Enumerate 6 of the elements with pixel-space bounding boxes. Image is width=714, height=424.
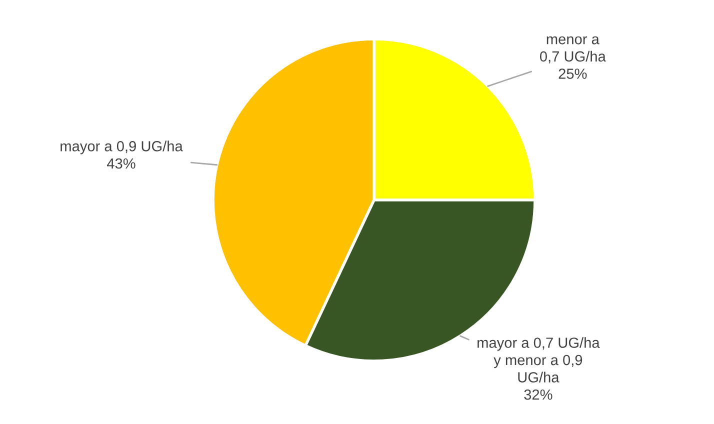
data-label: 32% [524, 389, 552, 400]
slice-label: mayor a 0,9 UG/ha [60, 140, 183, 154]
slice-label: mayor a 0,7 UG/ha y menor a 0,9 UG/ha [478, 337, 600, 382]
data-label: 25% [558, 68, 587, 79]
data-label: 43% [106, 158, 136, 169]
slice-label: menor a 0,7 UG/ha [540, 36, 606, 64]
